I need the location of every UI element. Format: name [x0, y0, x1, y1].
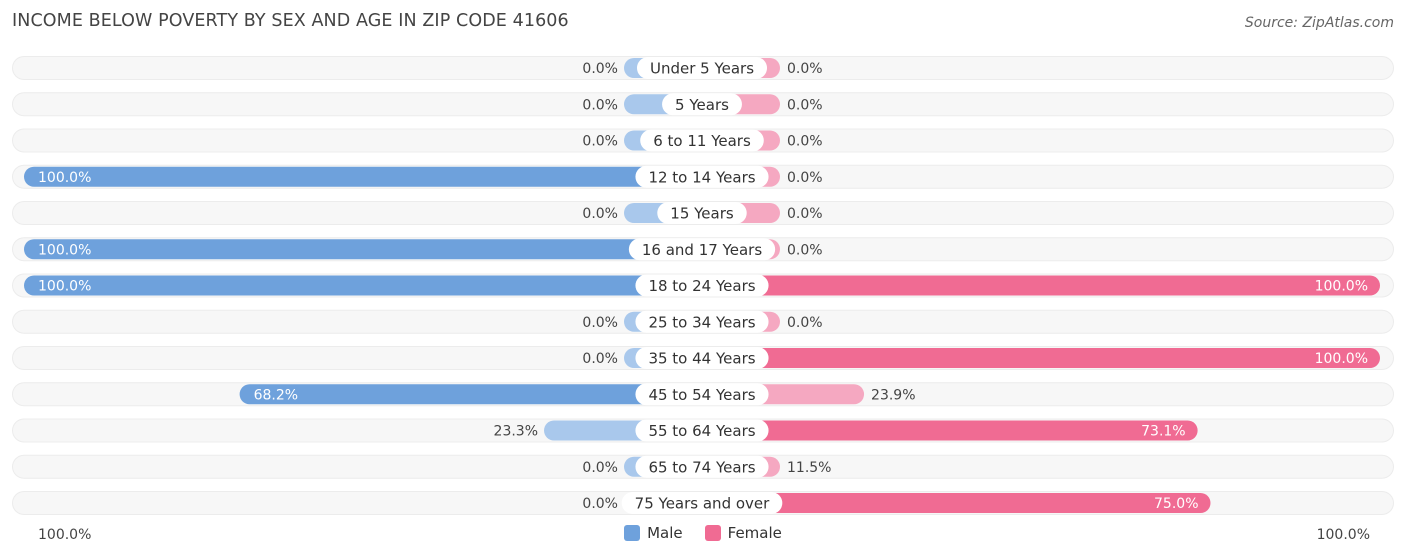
- bar-male: [24, 239, 702, 260]
- category-pill: [628, 238, 776, 261]
- category-label: 65 to 74 Years: [648, 458, 755, 476]
- value-label-male: 0.0%: [582, 206, 618, 222]
- category-pill: [635, 310, 769, 333]
- value-label-female: 0.0%: [787, 315, 823, 331]
- value-label-male: 100.0%: [38, 242, 91, 258]
- category-pill: [635, 165, 769, 188]
- value-label-female: 0.0%: [787, 97, 823, 113]
- value-label-female: 0.0%: [787, 134, 823, 150]
- value-label-male: 0.0%: [582, 315, 618, 331]
- category-label: 55 to 64 Years: [648, 422, 755, 440]
- value-label-male: 23.3%: [494, 424, 538, 440]
- value-label-female: 100.0%: [1315, 351, 1368, 367]
- category-label: 12 to 14 Years: [648, 168, 755, 186]
- bar-female: [702, 348, 1380, 368]
- value-label-female: 0.0%: [787, 206, 823, 222]
- category-label: 16 and 17 Years: [642, 241, 762, 259]
- value-label-female: 0.0%: [787, 170, 823, 186]
- legend: Male Female: [0, 524, 1406, 542]
- category-label: 6 to 11 Years: [653, 132, 751, 150]
- category-label: 18 to 24 Years: [648, 277, 755, 295]
- source-credit: Source: ZipAtlas.com: [1244, 15, 1394, 31]
- bar-male: [239, 384, 702, 405]
- bar-female: [702, 420, 1198, 441]
- value-label-female: 100.0%: [1315, 279, 1368, 295]
- value-label-female: 23.9%: [871, 387, 915, 403]
- category-label: 25 to 34 Years: [648, 313, 755, 331]
- category-label: 5 Years: [675, 96, 729, 114]
- axis-label-right: 100.0%: [1316, 527, 1370, 543]
- axis-label-left: 100.0%: [38, 527, 92, 543]
- legend-label-male: Male: [647, 524, 683, 542]
- value-label-female: 0.0%: [787, 242, 823, 258]
- category-pill: [636, 57, 768, 79]
- value-label-male: 100.0%: [38, 170, 91, 186]
- category-pill: [621, 492, 783, 514]
- value-label-male: 68.2%: [254, 387, 298, 403]
- legend-swatch-female: [704, 525, 721, 541]
- category-label: 15 Years: [670, 205, 734, 223]
- value-label-male: 0.0%: [582, 460, 618, 476]
- value-label-female: 0.0%: [787, 61, 823, 77]
- bar-female: [702, 275, 1380, 296]
- bar-male: [24, 166, 702, 187]
- category-pill: [635, 455, 769, 478]
- category-pill: [635, 274, 769, 297]
- value-label-male: 0.0%: [582, 496, 618, 512]
- category-label: 75 Years and over: [635, 495, 770, 513]
- category-pill: [635, 347, 769, 369]
- bar-female: [702, 493, 1211, 513]
- legend-item-female: Female: [704, 524, 782, 542]
- chart-title: INCOME BELOW POVERTY BY SEX AND AGE IN Z…: [12, 11, 569, 31]
- value-label-male: 0.0%: [582, 61, 618, 77]
- value-label-male: 0.0%: [582, 97, 618, 113]
- value-label-male: 100.0%: [38, 279, 91, 295]
- category-pill: [635, 383, 769, 406]
- value-label-female: 11.5%: [787, 460, 831, 476]
- category-label: 35 to 44 Years: [648, 350, 755, 368]
- value-label-female: 73.1%: [1141, 424, 1185, 440]
- value-label-female: 75.0%: [1154, 496, 1198, 512]
- category-pill: [635, 419, 769, 442]
- legend-label-female: Female: [727, 524, 782, 542]
- category-label: Under 5 Years: [650, 60, 754, 78]
- value-label-male: 0.0%: [582, 351, 618, 367]
- value-label-male: 0.0%: [582, 134, 618, 150]
- legend-item-male: Male: [624, 524, 683, 542]
- category-label: 45 to 54 Years: [648, 386, 755, 404]
- diverging-bar-chart: 0.0% 0.0% Under 5 Years 0.0% 0.0% 5 Years 0.0%…: [12, 56, 1394, 515]
- bar-male: [24, 275, 702, 296]
- legend-swatch-male: [624, 525, 641, 541]
- category-pill: [640, 129, 764, 152]
- category-pill: [657, 202, 747, 224]
- category-pill: [662, 93, 742, 116]
